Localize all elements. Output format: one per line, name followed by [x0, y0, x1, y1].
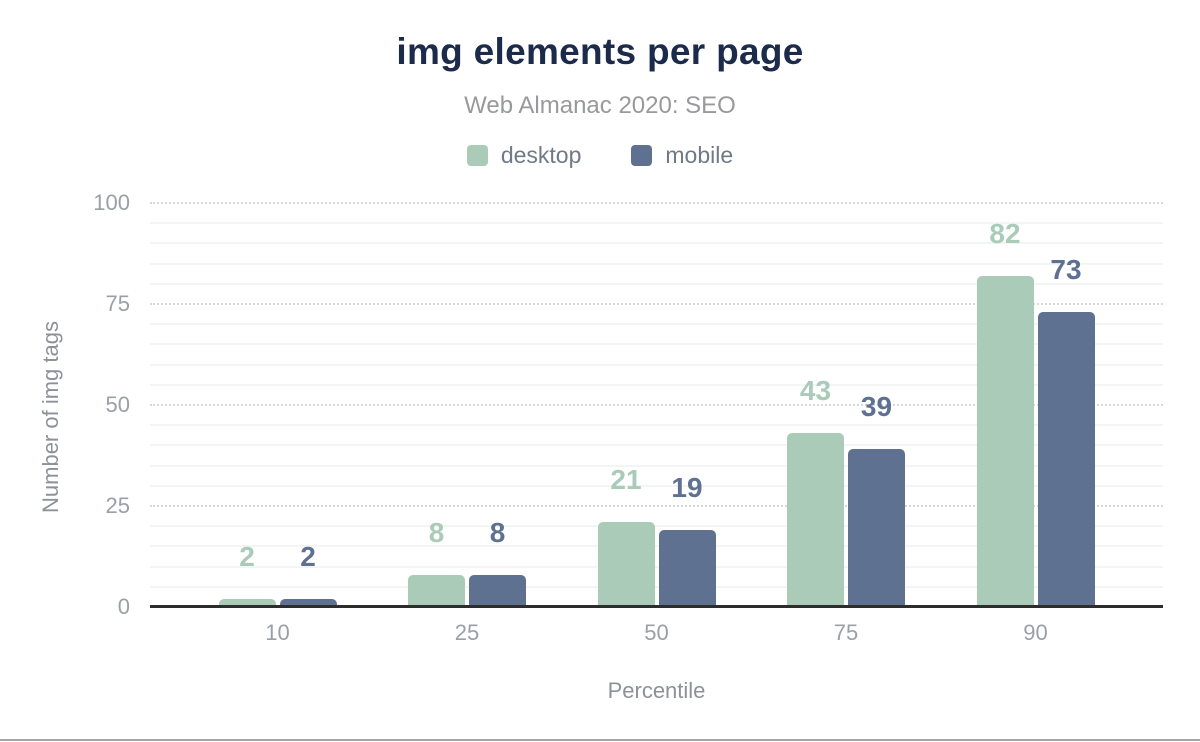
x-tick-label: 25: [454, 620, 480, 645]
minor-gridline: [150, 525, 1163, 528]
plot-area: 0 25 50 75 100 10 2 2 25 8 8 50 21 19 75 43 39 90 82 73: [93, 190, 1163, 645]
minor-gridline: [150, 424, 1163, 427]
minor-gridline: [150, 464, 1163, 467]
bar-mobile-p10[interactable]: [279, 598, 337, 607]
x-tick-label: 90: [1023, 620, 1048, 645]
minor-gridline: [150, 585, 1163, 588]
major-gridline: [150, 303, 1163, 305]
x-axis-line: [150, 605, 1163, 608]
bar-desktop-p25[interactable]: [408, 574, 465, 607]
y-tick-label: 25: [105, 493, 130, 518]
mobile-swatch-icon: [631, 145, 653, 166]
minor-gridline: [150, 444, 1163, 447]
minor-gridline: [150, 282, 1163, 285]
legend-item-mobile: mobile: [631, 142, 733, 169]
x-tick-label: 75: [833, 620, 859, 645]
bar-mobile-p75[interactable]: [848, 449, 905, 607]
minor-gridline: [150, 545, 1163, 548]
legend-item-desktop: desktop: [466, 142, 582, 169]
bar-mobile-p90[interactable]: [1037, 312, 1095, 607]
legend-label-desktop: desktop: [500, 142, 582, 168]
minor-gridline: [150, 484, 1163, 487]
bar-desktop-p10[interactable]: [218, 598, 276, 607]
desktop-swatch-icon: [466, 145, 488, 166]
minor-gridline: [150, 222, 1163, 225]
bar-value-label-mobile-p10: 2: [300, 540, 316, 572]
minor-gridline: [150, 363, 1163, 366]
bar-value-label-desktop-p75: 43: [799, 375, 832, 407]
y-tick-label: 0: [117, 594, 130, 619]
minor-gridline: [150, 383, 1163, 386]
major-gridline: [150, 505, 1163, 507]
minor-gridline: [150, 262, 1163, 265]
page-bottom-rule: [0, 739, 1200, 741]
bar-value-label-mobile-p25: 8: [489, 516, 506, 548]
x-tick-label: 10: [265, 620, 290, 645]
bar-mobile-p50[interactable]: [658, 530, 716, 607]
bar-desktop-p75[interactable]: [787, 433, 844, 607]
y-tick-label: 100: [93, 190, 130, 215]
x-axis-title: Percentile: [607, 678, 706, 703]
minor-gridline: [150, 323, 1163, 326]
chart-subtitle: Web Almanac 2020: SEO: [464, 92, 736, 119]
legend: desktop mobile: [0, 142, 1200, 169]
major-gridline: [150, 202, 1163, 204]
bar-mobile-p25[interactable]: [469, 574, 526, 607]
bar-desktop-p90[interactable]: [976, 275, 1034, 607]
bar-value-label-desktop-p50: 21: [610, 464, 642, 496]
bar-value-label-mobile-p90: 73: [1050, 254, 1082, 286]
legend-label-mobile: mobile: [665, 142, 734, 168]
minor-gridline: [150, 242, 1163, 245]
bar-value-label-mobile-p75: 39: [860, 391, 893, 423]
minor-gridline: [150, 343, 1163, 346]
bar-desktop-p50[interactable]: [597, 522, 655, 607]
major-gridline: [150, 404, 1163, 406]
bar-value-label-desktop-p10: 2: [239, 540, 255, 572]
x-tick-label: 50: [644, 620, 669, 645]
y-tick-label: 50: [105, 392, 130, 417]
chart-title: img elements per page: [396, 31, 804, 72]
bar-value-label-desktop-p25: 8: [428, 516, 445, 548]
minor-gridline: [150, 565, 1163, 568]
y-tick-label: 75: [105, 291, 130, 316]
bar-value-label-mobile-p50: 19: [671, 472, 703, 504]
bar-value-label-desktop-p90: 82: [989, 217, 1021, 249]
